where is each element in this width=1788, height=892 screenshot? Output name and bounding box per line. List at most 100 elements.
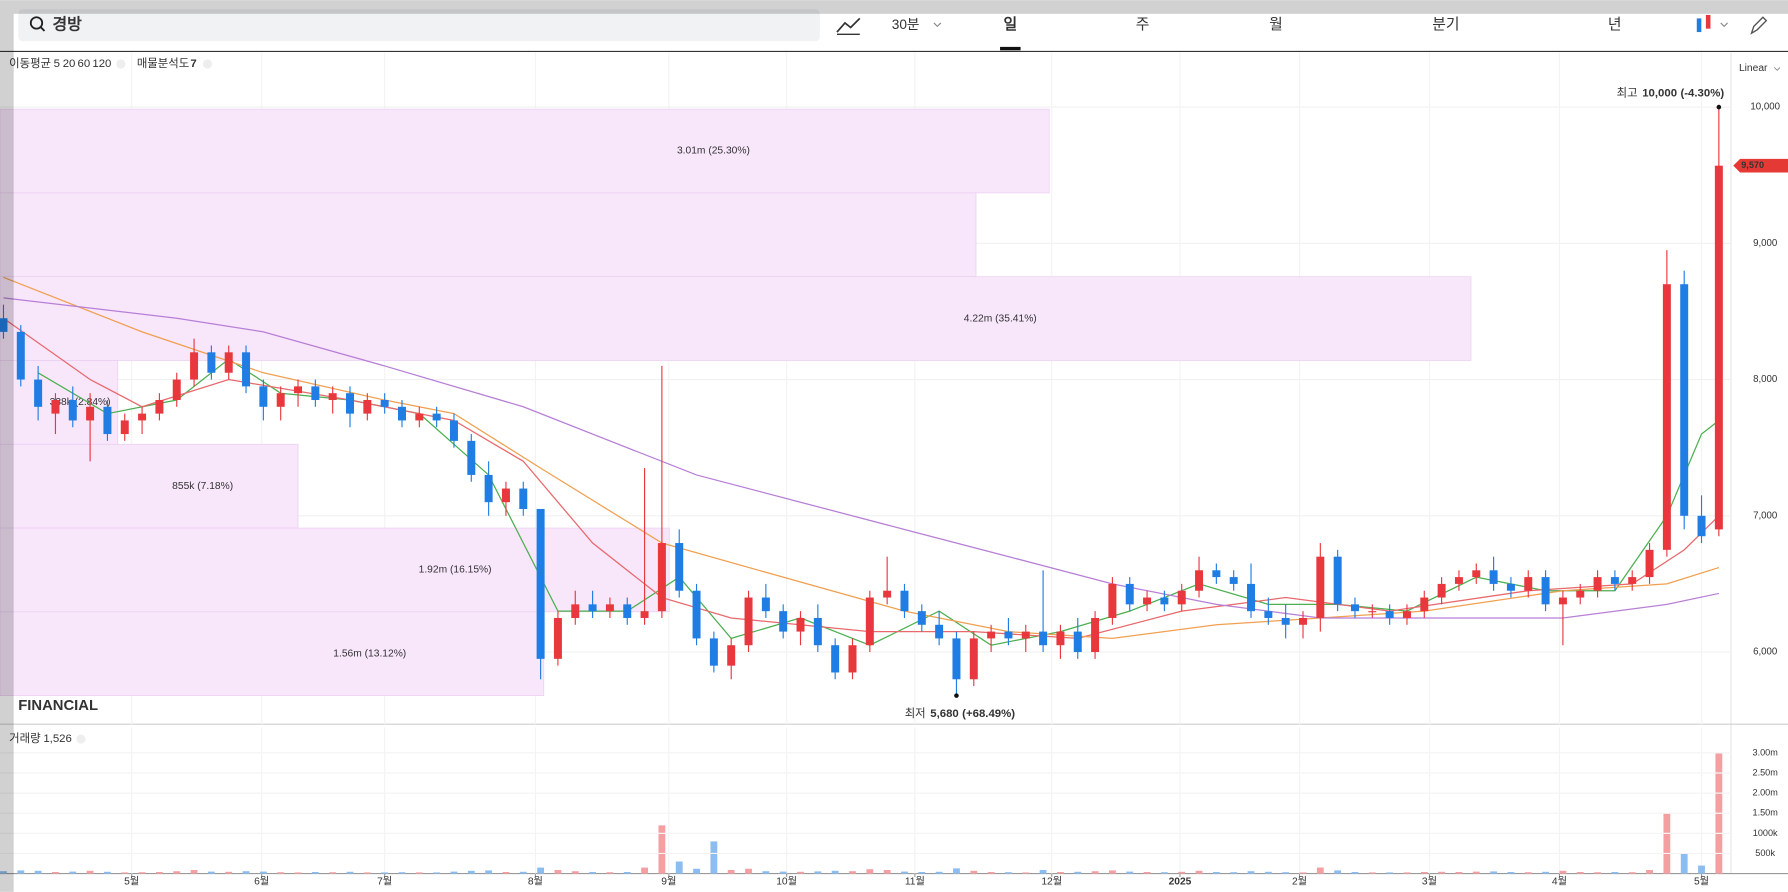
candle-body	[1610, 577, 1619, 584]
x-tick-label: 5월	[1694, 875, 1709, 887]
candle-body	[346, 393, 354, 414]
candle-body	[1628, 577, 1637, 584]
volume-bar	[1559, 870, 1567, 874]
period-tab[interactable]: 년	[1608, 16, 1622, 33]
candle-body	[831, 645, 840, 673]
scale-label[interactable]: Linear	[1739, 63, 1768, 74]
volume-bar	[1022, 872, 1030, 874]
draw-icon[interactable]	[1750, 16, 1768, 35]
candle-body	[16, 331, 25, 380]
candle-body	[120, 420, 129, 435]
extreme-label-name: 최고	[1617, 87, 1638, 100]
candle-body	[1385, 611, 1394, 618]
candle-body	[1333, 556, 1342, 605]
search-box[interactable]	[18, 9, 820, 42]
volume-bar	[277, 872, 285, 874]
volume-bar	[762, 871, 770, 874]
extreme-marker	[1716, 104, 1722, 110]
candle-body	[1662, 284, 1671, 550]
volume-bar	[1230, 872, 1238, 874]
volume-profile-band	[0, 276, 1472, 361]
volume-bar	[381, 872, 389, 874]
volume-bar	[1386, 872, 1394, 874]
candle-body	[138, 413, 147, 421]
volume-profile-band	[0, 443, 299, 529]
candle-body	[623, 604, 632, 618]
candle-body	[1541, 577, 1550, 605]
chart-type-icon[interactable]	[1705, 14, 1711, 29]
period-tab[interactable]: 주	[1136, 17, 1150, 33]
volume-bar	[693, 868, 700, 874]
indicator-icon[interactable]	[836, 17, 861, 33]
volume-bar	[1351, 872, 1359, 874]
volume-bar	[1490, 871, 1498, 874]
legend-close[interactable]	[116, 59, 126, 69]
x-tick-label: 5월	[124, 875, 139, 887]
volume-bar	[1646, 869, 1653, 874]
extreme-label-value: 10,000	[1642, 88, 1677, 100]
candle-body	[588, 604, 597, 612]
volume-bar	[831, 870, 839, 874]
candle-body	[1039, 631, 1048, 646]
search-text[interactable]: 경방	[52, 15, 82, 33]
volume-bar	[987, 872, 995, 874]
volume-bar	[727, 869, 735, 874]
volume-bar	[86, 870, 94, 874]
volume-bar	[1074, 871, 1082, 874]
candle-body	[484, 474, 493, 503]
legend-label: 매물분석도	[137, 57, 189, 70]
candle-body	[1437, 583, 1446, 598]
candle-body	[536, 508, 545, 659]
volume-bar	[1438, 871, 1446, 874]
candle-body	[1316, 556, 1325, 618]
volume-profile-label: 1.92m (16.15%)	[419, 565, 492, 576]
volume-bar	[814, 871, 822, 874]
candle-body	[744, 597, 753, 646]
volume-bar	[537, 867, 545, 874]
candle-body	[900, 590, 909, 612]
legend-close[interactable]	[202, 59, 213, 69]
volume-bar	[0, 871, 7, 874]
candle-body	[1264, 611, 1273, 618]
volume-title: 거래량	[9, 732, 41, 745]
candle-body	[415, 413, 424, 421]
volume-bar	[311, 872, 319, 874]
candle-body	[1593, 577, 1602, 591]
search-icon[interactable]	[29, 16, 44, 30]
candle-body	[1004, 631, 1013, 639]
candle-body	[761, 597, 770, 612]
last-price-label: 9,570	[1741, 160, 1764, 170]
interval-chevron[interactable]	[933, 22, 942, 28]
volume-bar	[554, 869, 562, 874]
legend-label: 이동평균	[9, 57, 51, 70]
candle-body	[1524, 577, 1533, 591]
volume-bar	[294, 872, 302, 874]
chart-type-icon[interactable]	[1696, 18, 1702, 33]
candle-body	[865, 597, 874, 646]
candle-body	[1368, 611, 1377, 613]
volume-bar	[1403, 872, 1411, 874]
volume-bar	[953, 868, 960, 874]
period-tab[interactable]: 일	[1003, 16, 1017, 33]
volume-bar	[779, 871, 787, 874]
period-tab[interactable]: 분기	[1432, 16, 1459, 33]
tab-underline	[1000, 46, 1021, 51]
legend-close[interactable]	[76, 734, 86, 744]
interval-select[interactable]: 30분	[892, 17, 920, 32]
candle-body	[259, 386, 268, 407]
x-tick-label: 2025	[1169, 876, 1192, 887]
volume-bar	[363, 872, 371, 874]
volume-bar	[658, 825, 666, 874]
candle-body	[553, 617, 562, 659]
period-tab[interactable]: 월	[1269, 16, 1283, 33]
volume-bar	[415, 872, 423, 874]
volume-bar	[1663, 813, 1671, 874]
volume-bar	[190, 869, 198, 874]
chart-type-chevron[interactable]	[1720, 22, 1728, 28]
candle-body	[605, 604, 614, 612]
candle-body	[328, 393, 337, 400]
candle-body	[1073, 631, 1082, 653]
volume-bar	[69, 871, 77, 874]
